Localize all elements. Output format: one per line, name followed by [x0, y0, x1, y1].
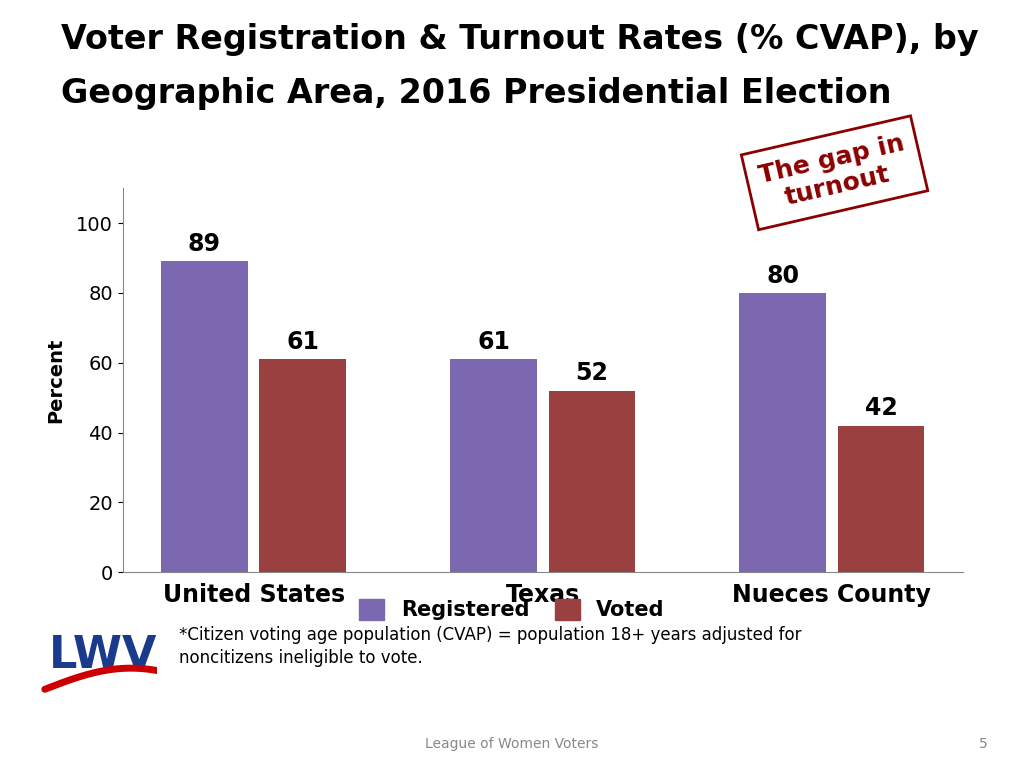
Text: League of Women Voters: League of Women Voters [425, 737, 599, 751]
Text: 89: 89 [188, 232, 221, 257]
Text: 52: 52 [575, 362, 608, 386]
Text: *Citizen voting age population (CVAP) = population 18+ years adjusted for: *Citizen voting age population (CVAP) = … [179, 626, 802, 644]
Text: Geographic Area, 2016 Presidential Election: Geographic Area, 2016 Presidential Elect… [61, 77, 892, 110]
Text: The gap in
turnout: The gap in turnout [757, 131, 912, 215]
Text: noncitizens ineligible to vote.: noncitizens ineligible to vote. [179, 649, 423, 667]
Y-axis label: Percent: Percent [46, 337, 66, 423]
Bar [739, 293, 826, 572]
Bar [161, 261, 248, 572]
Legend: Registered, Voted: Registered, Voted [351, 591, 673, 629]
Text: 42: 42 [864, 396, 897, 420]
Bar [838, 425, 925, 572]
Text: 61: 61 [477, 330, 510, 354]
Bar [549, 391, 635, 572]
Text: LWV: LWV [49, 634, 158, 677]
Bar [259, 359, 346, 572]
Text: 5: 5 [979, 737, 988, 751]
Bar [451, 359, 537, 572]
Text: Voter Registration & Turnout Rates (% CVAP), by: Voter Registration & Turnout Rates (% CV… [61, 23, 979, 56]
Text: 80: 80 [766, 263, 799, 288]
Text: 61: 61 [287, 330, 319, 354]
